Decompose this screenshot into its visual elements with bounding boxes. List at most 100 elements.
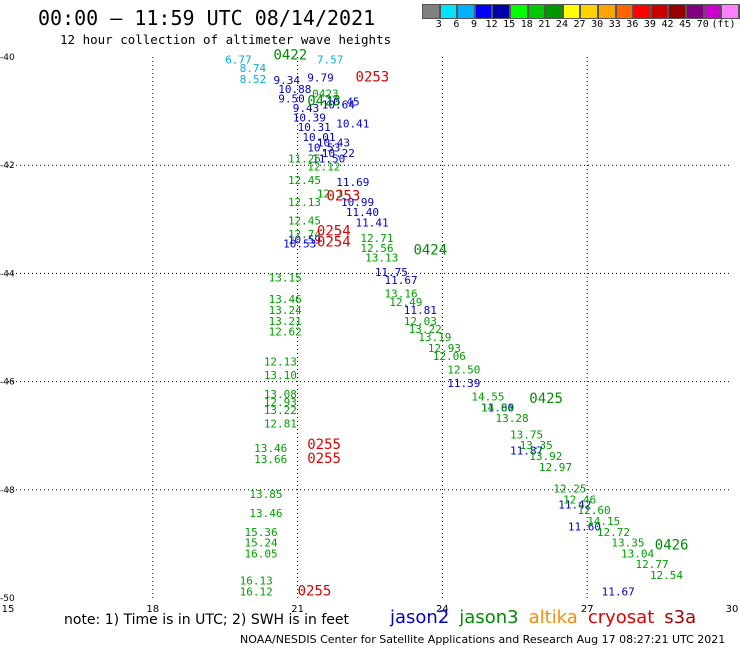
jason3-value: 16.12	[240, 585, 273, 598]
scale-label: 24	[555, 19, 568, 30]
pass-label: 0255	[307, 437, 341, 453]
altika-value: 8.52	[240, 73, 267, 86]
jason3-value: 12.3	[317, 188, 344, 201]
jason3-value: 12.46	[563, 493, 596, 506]
jason2-value: 11.41	[356, 216, 389, 229]
jason3-value: 12.25	[553, 483, 586, 496]
x-tick-label: 15	[2, 604, 15, 615]
scale-label: 70	[696, 19, 709, 30]
scale-label: 33	[608, 19, 621, 30]
jason3-value: 12.45	[288, 215, 321, 228]
jason2-value: 11.40	[346, 206, 379, 219]
scale-swatch	[509, 4, 528, 19]
x-tick-label: 27	[581, 604, 594, 615]
jason2-value: 11.75	[375, 266, 408, 279]
scale-swatch	[457, 4, 475, 19]
pass-label: 0423	[307, 94, 341, 110]
legend-altika: altika	[528, 607, 578, 628]
jason3-value: 13.35	[611, 537, 644, 550]
jason3-value: 13.66	[254, 453, 287, 466]
scale-label: 42	[661, 19, 674, 30]
x-tick-label: 18	[146, 604, 159, 615]
jason3-value: 12.81	[264, 418, 297, 431]
jason3-value: 12.54	[650, 569, 683, 582]
jason2-value: 10.43	[317, 136, 350, 149]
pass-label: 0253	[356, 69, 390, 85]
y-tick-label: -46	[0, 378, 15, 388]
scale-label: 9	[470, 19, 477, 30]
jason3-value: 12.13	[288, 196, 321, 209]
jason2-value: 10.01	[302, 131, 335, 144]
scale-swatch	[721, 4, 739, 19]
page-subtitle: 12 hour collection of altimeter wave hei…	[60, 32, 392, 47]
scale-swatch	[527, 4, 546, 19]
jason3-value: 13.35	[520, 439, 553, 452]
jason2-value: 9.50	[278, 92, 305, 105]
jason2-value: 11.39	[447, 377, 480, 390]
scale-swatch	[615, 4, 634, 19]
jason3-value: 12.45	[288, 174, 321, 187]
axis-labels: 15 18 21 24 27 30 -40 -42 -44 -46 -48 -50	[0, 53, 738, 615]
jason3-value: 12.50	[447, 363, 480, 376]
jason2-value: 11.67	[602, 585, 635, 598]
pass-label: 0425	[529, 391, 563, 407]
jason3-value: 12.49	[389, 296, 422, 309]
jason2-value: 9.79	[307, 71, 334, 84]
jason2-value: 10.39	[293, 111, 326, 124]
pass-label: 0254	[317, 224, 351, 240]
jason3-value: 12.72	[597, 526, 630, 539]
jason3-value: 11.25	[288, 152, 321, 165]
x-tick-label: 21	[291, 604, 304, 615]
jason3-value: 13.19	[418, 331, 451, 344]
altika-value: 7.57	[317, 53, 344, 66]
scale-label: 15	[503, 19, 516, 30]
jason2-value: 11.87	[510, 445, 543, 458]
jason3-value: 13.92	[529, 450, 562, 463]
jason3-value: 12.03	[404, 315, 437, 328]
legend-s3a: s3a	[664, 607, 697, 628]
scale-label: (ft)	[711, 19, 736, 30]
jason3-value: 13.15	[269, 272, 302, 285]
scale-label: 21	[538, 19, 551, 30]
jason2-value: 11.50	[312, 152, 345, 165]
scale-swatch	[668, 4, 686, 19]
jason3-value: 12.60	[578, 504, 611, 517]
jason3-value: 12.74	[288, 228, 321, 241]
jason3-value: 12.93	[428, 342, 461, 355]
color-scale: 3 6 9 12 15 18 21 24 27 30 33 36 39 42 45 70 (ft)	[422, 4, 740, 30]
jason3-value: 13.08	[264, 388, 297, 401]
jason2-value: 10.45	[327, 96, 360, 109]
scale-swatch	[492, 4, 510, 19]
scale-swatch	[597, 4, 616, 19]
scale-swatch	[439, 4, 458, 19]
jason3-value: 13.22	[409, 323, 442, 336]
jason3-value: 16.05	[245, 547, 278, 560]
jason3-value: 13.16	[384, 288, 417, 301]
jason2-value: 11.67	[384, 274, 417, 287]
jason3-value: 14.55	[471, 391, 504, 404]
jason3-value: 12.71	[360, 232, 393, 245]
pass-label: 0253	[327, 188, 361, 204]
jason3-value: 13.75	[510, 428, 543, 441]
jason3-value: 12.77	[635, 558, 668, 571]
jason2-value: 10.99	[341, 196, 374, 209]
jason3-value: 15.36	[245, 526, 278, 539]
x-tick-label: 30	[726, 604, 739, 615]
jason2-value: 11.80	[481, 401, 514, 414]
scale-label: 12	[485, 19, 498, 30]
y-tick-label: -40	[0, 53, 15, 63]
scale-swatch	[633, 4, 651, 19]
scale-label: 39	[643, 19, 656, 30]
jason3-value: 13.46	[254, 442, 287, 455]
jason3-value: 14.15	[587, 515, 620, 528]
scale-swatch	[474, 4, 493, 19]
scale-swatch	[685, 4, 704, 19]
jason3-value: 13.85	[249, 488, 282, 501]
scale-swatch	[703, 4, 722, 19]
scale-swatch	[650, 4, 669, 19]
scale-swatch	[738, 4, 740, 19]
jason2-value: 11.60	[568, 520, 601, 533]
jason3-value: 13.10	[264, 369, 297, 382]
pass-labels: 0422025304230253025402540424042502550255…	[273, 48, 688, 600]
jason3-value: 12.62	[269, 326, 302, 339]
